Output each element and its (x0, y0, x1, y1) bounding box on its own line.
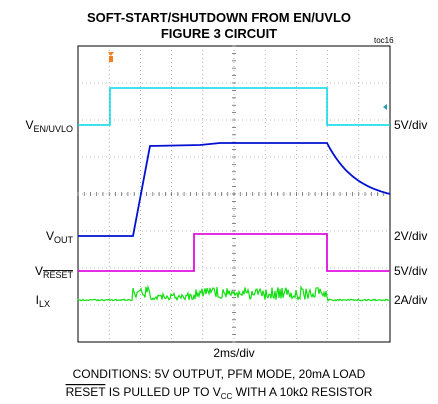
time-scale: 2ms/div (213, 346, 254, 360)
label: VOUT (46, 229, 74, 245)
en-trace (78, 87, 390, 126)
scale: 2A/div (394, 293, 427, 307)
level-marker (383, 104, 387, 110)
grid (77, 45, 390, 343)
label: VEN/UVLO (25, 118, 73, 134)
title: FIGURE 3 CIRCUIT (161, 26, 277, 41)
conditions: CONDITIONS: 5V OUTPUT, PFM MODE, 20mA LO… (73, 367, 366, 381)
conditions: RESET IS PULLED UP TO VCC WITH A 10kΩ RE… (66, 385, 373, 401)
tag: toc16 (374, 36, 394, 45)
vout-trace (78, 142, 391, 237)
scale: 5V/div (394, 118, 427, 132)
ilx-trace (77, 284, 391, 303)
scale: 2V/div (394, 229, 427, 243)
scale: 5V/div (394, 264, 427, 278)
label: ILX (36, 293, 50, 309)
reset-trace (78, 233, 390, 272)
trigger-marker (108, 52, 114, 62)
title: SOFT-START/SHUTDOWN FROM EN/UVLO (87, 10, 351, 25)
label: VRESET (35, 264, 74, 280)
